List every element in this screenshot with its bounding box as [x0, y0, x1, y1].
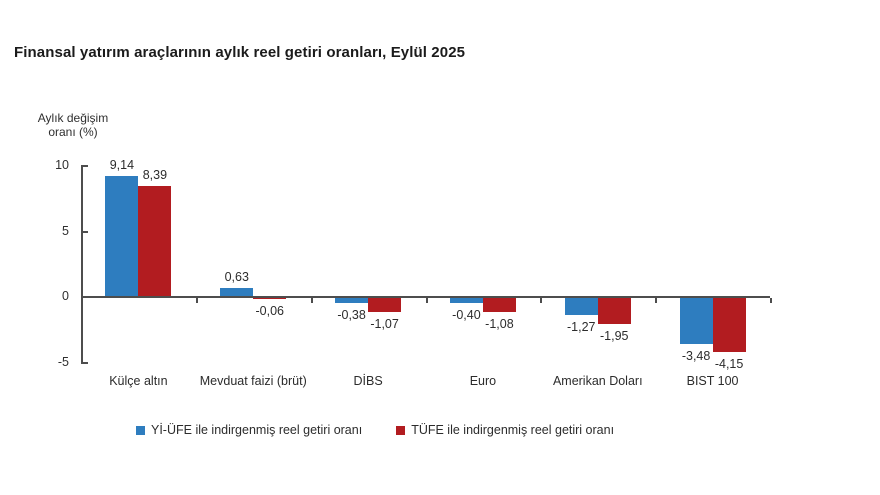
- x-axis-tick: [425, 298, 428, 303]
- chart-title: Finansal yatırım araçlarının aylık reel …: [14, 44, 466, 61]
- bar-yi̇-üfe-2: [335, 298, 369, 303]
- value-label: 0,63: [224, 269, 249, 284]
- y-axis-line: [81, 165, 83, 364]
- category-label-1: Mevduat faizi (brüt): [199, 373, 307, 388]
- legend: Yİ-ÜFE ile indirgenmiş reel getiri oranı…: [136, 423, 614, 437]
- legend-label: Yİ-ÜFE ile indirgenmiş reel getiri oranı: [151, 423, 363, 437]
- value-label: -0,40: [452, 308, 481, 323]
- value-label: -4,15: [714, 357, 744, 372]
- bar-tüfe-2: [368, 298, 402, 313]
- value-label: -0,38: [337, 307, 366, 322]
- bar-tüfe-0: [138, 186, 172, 296]
- category-label-3: Euro: [469, 373, 497, 388]
- bar-yi̇-üfe-0: [105, 176, 139, 296]
- y-tick-label: 5: [62, 223, 69, 238]
- category-label-2: DİBS: [353, 373, 383, 388]
- x-axis-line: [81, 296, 770, 298]
- value-label: -3,48: [681, 348, 711, 363]
- value-label: -1,27: [567, 319, 596, 334]
- x-axis-tick: [655, 298, 658, 303]
- value-label: 9,14: [109, 158, 135, 173]
- value-label: -1,95: [600, 328, 629, 343]
- y-axis-tick: [83, 230, 88, 233]
- bar-yi̇-üfe-3: [449, 298, 483, 304]
- category-label-4: Amerikan Doları: [552, 373, 643, 388]
- y-tick-label: 10: [55, 158, 69, 172]
- value-label: -0,06: [255, 303, 285, 318]
- bar-yi̇-üfe-1: [220, 287, 254, 296]
- legend-label: TÜFE ile indirgenmiş reel getiri oranı: [411, 423, 615, 437]
- bar-yi̇-üfe-5: [679, 298, 713, 344]
- value-label: -1,08: [485, 317, 514, 332]
- bar-tüfe-1: [253, 298, 287, 299]
- value-label: 8,39: [142, 168, 168, 183]
- y-tick-label: -5: [57, 354, 69, 369]
- y-tick-label: 0: [62, 289, 69, 303]
- x-axis-tick: [540, 298, 543, 303]
- legend-item: Yİ-ÜFE ile indirgenmiş reel getiri oranı: [136, 423, 362, 437]
- bar-tüfe-4: [597, 298, 631, 324]
- x-axis-tick: [195, 298, 198, 303]
- legend-marker-icon: [136, 425, 145, 435]
- legend-marker-icon: [396, 425, 406, 435]
- category-label-0: Külçe altın: [109, 373, 168, 388]
- y-axis-title: Aylık değişim oranı (%): [37, 111, 109, 139]
- legend-item: TÜFE ile indirgenmiş reel getiri oranı: [396, 423, 614, 437]
- value-label: -1,07: [370, 317, 399, 332]
- bar-yi̇-üfe-4: [564, 298, 598, 315]
- y-axis-tick: [83, 361, 88, 364]
- category-label-5: BIST 100: [686, 373, 739, 388]
- x-axis-tick: [310, 298, 313, 303]
- y-axis-tick: [83, 165, 88, 167]
- x-axis-tick: [770, 298, 772, 303]
- bar-tüfe-5: [712, 298, 746, 353]
- bar-tüfe-3: [482, 298, 516, 313]
